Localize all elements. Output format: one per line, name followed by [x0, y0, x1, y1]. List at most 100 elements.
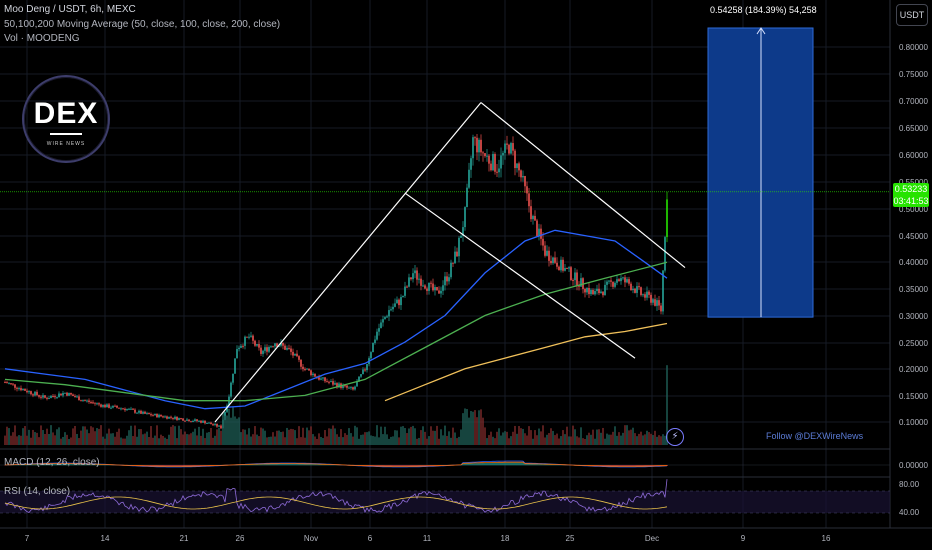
candle-body [576, 272, 578, 286]
x-tick-label: 26 [236, 534, 245, 543]
candle-body [246, 336, 248, 338]
candle-body [180, 418, 182, 420]
volume-bar [434, 430, 436, 445]
candle-body [546, 250, 548, 256]
macd-histogram-bar [598, 465, 600, 467]
y-tick-label: 0.35000 [899, 285, 928, 294]
candle-body [184, 420, 186, 422]
candle-body [556, 262, 558, 267]
volume-bar [432, 430, 434, 445]
volume-bar [250, 436, 252, 445]
candle-body [196, 419, 198, 422]
volume-bar [174, 426, 176, 445]
volume-bar [180, 429, 182, 445]
macd-histogram-bar [496, 462, 498, 466]
macd-histogram-bar [176, 465, 178, 467]
macd-histogram-bar [420, 465, 422, 467]
volume-bar [172, 425, 174, 445]
volume-bar [274, 436, 276, 445]
volume-bar [8, 428, 10, 445]
volume-bar [252, 434, 254, 445]
candle-body [14, 384, 16, 388]
candle-body [202, 420, 204, 423]
volume-bar [368, 431, 370, 445]
candle-body [124, 408, 126, 411]
candle-body [328, 381, 330, 383]
candle-body [318, 377, 320, 380]
volume-bar [628, 430, 630, 445]
macd-histogram-bar [544, 464, 546, 466]
candle-body [192, 421, 194, 423]
macd-histogram-bar [618, 465, 620, 467]
volume-bar [110, 433, 112, 445]
candle-body [182, 418, 184, 421]
candle-body [86, 400, 88, 402]
volume-bar [270, 436, 272, 445]
volume-bar [582, 438, 584, 445]
macd-signal-line [4, 461, 668, 467]
candle-body [74, 396, 76, 398]
candle-body [226, 405, 228, 412]
volume-bar [306, 427, 308, 445]
macd-histogram-bar [184, 465, 186, 467]
candle-body [164, 416, 166, 418]
macd-histogram-bar [424, 465, 426, 467]
macd-histogram-bar [520, 462, 522, 466]
candle-body [426, 288, 428, 291]
macd-histogram-bar [608, 465, 610, 467]
currency-button[interactable]: USDT [896, 4, 928, 26]
x-tick-label: 9 [741, 534, 746, 543]
macd-histogram-bar [540, 464, 542, 466]
candle-body [562, 259, 564, 271]
volume-bar [580, 427, 582, 445]
volume-bar [640, 431, 642, 445]
candle-body [322, 377, 324, 379]
macd-histogram-bar [96, 464, 98, 466]
candle-body [26, 390, 28, 393]
volume-bar [358, 438, 360, 445]
volume-bar [128, 430, 130, 445]
candle-body [208, 422, 210, 424]
macd-histogram-bar [52, 463, 54, 466]
volume-bar [664, 435, 666, 445]
macd-histogram-bar [324, 464, 326, 466]
volume-bar [286, 427, 288, 445]
candle-body [398, 299, 400, 306]
candle-body [172, 417, 174, 419]
volume-bar [488, 435, 490, 445]
volume-bar [308, 430, 310, 445]
volume-bar [456, 438, 458, 445]
candle-body [214, 423, 216, 425]
macd-histogram-bar [166, 465, 168, 467]
candle-body [664, 237, 666, 271]
candle-body [306, 368, 308, 370]
volume-bar [24, 426, 26, 445]
macd-histogram-bar [638, 465, 640, 467]
volume-bar [544, 437, 546, 445]
candle-body [376, 331, 378, 340]
macd-histogram-bar [152, 465, 154, 467]
candle-body [216, 423, 218, 427]
candle-body [304, 368, 306, 370]
y-tick-label: 0.15000 [899, 392, 928, 401]
macd-histogram-bar [636, 465, 638, 467]
volume-bar [494, 438, 496, 445]
volume-bar [108, 428, 110, 445]
volume-bar [198, 426, 200, 445]
macd-histogram-bar [22, 464, 24, 466]
volume-bar [646, 430, 648, 445]
macd-histogram-bar [20, 464, 22, 466]
volume-bar [262, 428, 264, 445]
volume-bar [506, 431, 508, 445]
lightning-icon[interactable]: ⚡ [666, 428, 684, 446]
volume-bar [26, 435, 28, 445]
volume-bar [134, 425, 136, 445]
candle-body [498, 168, 500, 173]
volume-bar [398, 437, 400, 445]
candle-body [616, 279, 618, 283]
macd-histogram-bar [86, 464, 88, 466]
candle-body [72, 394, 74, 397]
candle-body [430, 282, 432, 284]
candle-body [494, 154, 496, 172]
